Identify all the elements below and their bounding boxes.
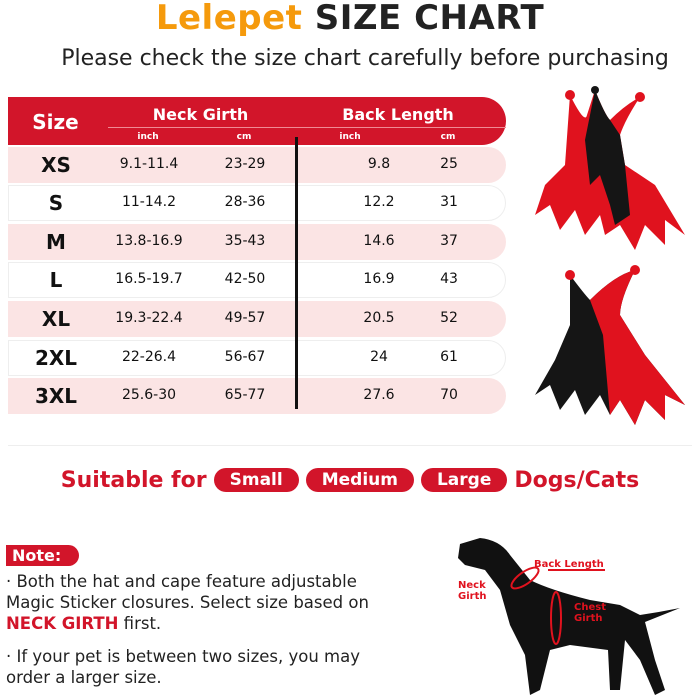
cell-neck-cm: 42-50 [224, 271, 266, 287]
cell-size: 3XL [34, 384, 78, 408]
cell-size: S [48, 191, 64, 215]
unit-cm: cm [440, 132, 456, 142]
table-row: XS 9.1-11.4 23-29 9.8 25 [8, 147, 506, 183]
note-label: Note: [6, 545, 80, 566]
costume-front-icon [535, 86, 685, 250]
cell-neck-cm: 23-29 [224, 156, 266, 172]
cell-neck-cm: 35-43 [224, 233, 266, 249]
cell-size: L [49, 268, 63, 292]
cell-neck-in: 19.3-22.4 [115, 310, 183, 326]
unit-inch: inch [339, 132, 361, 142]
note-item-1: · Both the hat and cape feature adjustab… [6, 571, 406, 634]
cell-back-in: 14.6 [363, 233, 395, 249]
unit-inch: inch [137, 132, 159, 142]
neck-girth-header: Neck Girth [152, 105, 249, 124]
cell-back-cm: 43 [440, 271, 458, 287]
cell-neck-in: 25.6-30 [121, 387, 177, 403]
note-text: · Both the hat and cape feature adjustab… [6, 572, 369, 612]
size-header: Size [32, 110, 79, 134]
tag-large: Large [420, 468, 508, 492]
cell-neck-in: 13.8-16.9 [115, 233, 183, 249]
costume-images [535, 86, 685, 425]
page-title: Lelepet SIZE CHART [0, 0, 700, 38]
cell-neck-cm: 49-57 [224, 310, 266, 326]
cell-back-in: 9.8 [367, 156, 391, 172]
table-row: L 16.5-19.7 42-50 16.9 43 [8, 262, 506, 298]
tag-medium: Medium [305, 468, 414, 492]
cell-back-cm: 61 [440, 349, 458, 365]
cell-back-in: 16.9 [363, 271, 395, 287]
suitable-for-banner: Suitable for Small Medium Large Dogs/Cat… [0, 462, 700, 498]
cell-neck-in: 22-26.4 [121, 349, 177, 365]
cell-size: XL [41, 307, 71, 331]
cell-neck-cm: 28-36 [224, 194, 266, 210]
cell-size: XS [41, 153, 71, 177]
section-divider [8, 445, 692, 446]
cell-back-cm: 70 [440, 387, 458, 403]
cell-back-in: 24 [370, 349, 388, 365]
cell-back-cm: 25 [440, 156, 458, 172]
neck-girth-label: Girth [458, 591, 486, 602]
cell-back-cm: 31 [440, 194, 458, 210]
back-length-header: Back Length [342, 105, 454, 124]
cell-size: 2XL [34, 346, 78, 370]
neck-girth-label: Neck [458, 580, 486, 591]
table-row: 3XL 25.6-30 65-77 27.6 70 [8, 378, 506, 414]
cell-back-in: 12.2 [363, 194, 395, 210]
chest-girth-label: Girth [574, 613, 602, 624]
cell-neck-in: 11-14.2 [121, 194, 177, 210]
costume-back-icon [535, 265, 685, 425]
cell-neck-in: 16.5-19.7 [115, 271, 183, 287]
table-row: M 13.8-16.9 35-43 14.6 37 [8, 224, 506, 260]
chest-girth-label: Chest [574, 602, 606, 613]
table-row: 2XL 22-26.4 56-67 24 61 [8, 340, 506, 376]
header-divider [108, 127, 506, 128]
cell-neck-in: 9.1-11.4 [119, 156, 179, 172]
cell-neck-cm: 65-77 [224, 387, 266, 403]
cell-back-in: 27.6 [363, 387, 395, 403]
column-divider [295, 137, 298, 409]
unit-cm: cm [236, 132, 252, 142]
title-text: SIZE CHART [314, 0, 545, 38]
tag-small: Small [213, 468, 299, 492]
cell-back-cm: 52 [440, 310, 458, 326]
table-header: Size Neck Girth Back Length inch cm inch… [8, 97, 506, 145]
back-length-label: Back Length [534, 559, 604, 570]
note-emphasis: NECK GIRTH [6, 614, 119, 633]
cell-back-cm: 37 [440, 233, 458, 249]
subtitle: Please check the size chart carefully be… [61, 46, 669, 71]
suitable-prefix: Suitable for [60, 467, 207, 493]
note-item-2: · If your pet is between two sizes, you … [6, 647, 361, 687]
note-text: first. [118, 614, 162, 633]
cell-size: M [46, 230, 66, 254]
dog-silhouette-icon [458, 538, 680, 695]
cell-neck-cm: 56-67 [224, 349, 266, 365]
table-row: S 11-14.2 28-36 12.2 31 [8, 185, 506, 221]
dog-measurement-diagram: Back Length Neck Girth Chest Girth [458, 538, 680, 695]
suitable-suffix: Dogs/Cats [514, 467, 640, 493]
table-row: XL 19.3-22.4 49-57 20.5 52 [8, 301, 506, 337]
brand-logo: Lelepet [155, 0, 303, 38]
cell-back-in: 20.5 [363, 310, 395, 326]
